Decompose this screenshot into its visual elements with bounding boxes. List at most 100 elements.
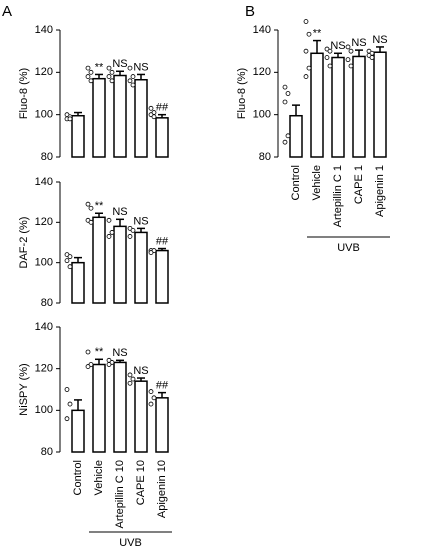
data-point [67,254,73,260]
significance-label: ** [95,200,104,212]
data-point [148,389,154,394]
data-point [327,63,333,69]
x-tick-label: Control [290,165,302,200]
data-point [282,84,288,90]
significance-label: NS [112,206,127,218]
bar [155,117,169,158]
data-point [127,380,133,386]
significance-label: ** [95,61,104,73]
y-tick-label: 120 [35,66,53,78]
data-point [285,91,291,96]
y-tick-label: 80 [41,151,53,163]
bar [113,361,127,453]
data-point [127,78,133,84]
data-point [106,74,112,79]
x-tick-label: Apigenin 10 [156,460,168,518]
bar [352,55,366,158]
bar [310,52,324,158]
data-point [88,219,94,225]
significance-label: ** [313,27,322,39]
data-point [88,205,94,211]
data-point [85,65,91,71]
significance-label: NS [372,34,387,46]
bar [113,225,127,304]
data-point [327,48,333,54]
data-point [106,234,112,239]
data-point [282,99,288,105]
y-tick-label: 100 [35,257,53,269]
bar [71,261,85,304]
data-point [127,372,133,378]
data-point [85,201,91,207]
y-tick-label: 100 [35,109,53,121]
data-point [303,74,309,79]
data-point [109,78,115,84]
x-tick-label: Control [72,460,84,495]
x-tick-label: Vehicle [93,460,105,495]
data-point [285,133,291,139]
bar [71,409,85,453]
data-point [64,258,70,264]
data-point [127,65,133,71]
y-tick-label: 120 [35,216,53,228]
y-tick-label: 80 [41,297,53,309]
x-tick-label: CAPE 10 [135,460,147,505]
significance-label: ## [156,102,169,114]
data-point [130,74,136,79]
x-tick-label: CAPE 1 [353,165,365,204]
y-axis-label: Fluo-8 (%) [236,68,248,119]
group-label: UVB [119,537,142,549]
data-point [348,63,354,69]
bar [113,74,127,158]
data-point [85,364,91,369]
x-tick-label: Artepillin C 10 [114,460,126,528]
significance-label: NS [133,215,148,227]
data-point [109,230,115,235]
x-tick-label: Vehicle [311,165,323,200]
y-axis-label: NiSPY (%) [18,363,30,415]
bar [155,249,169,304]
significance-label: NS [351,37,366,49]
y-axis-label: Fluo-8 (%) [18,68,30,119]
x-tick-label: Artepillin C 1 [332,165,344,227]
data-point [148,401,154,407]
data-point [88,69,94,75]
data-point [85,349,91,355]
data-point [306,65,312,71]
data-point [148,105,154,111]
data-point [282,139,288,145]
significance-label: NS [112,347,127,359]
data-point [130,82,136,88]
data-point [151,395,157,401]
data-point [88,78,94,84]
y-tick-label: 80 [259,151,271,163]
panel-label: A [2,3,12,20]
bar [92,77,106,158]
data-point [151,114,157,120]
significance-label: NS [112,58,127,70]
bar [134,380,148,453]
data-point [306,31,312,37]
y-tick-label: 120 [35,363,53,375]
data-point [67,116,73,122]
bar [92,216,106,304]
y-tick-label: 140 [35,176,53,188]
data-point [67,401,73,407]
data-point [345,44,351,50]
bar [289,114,303,158]
data-point [106,217,112,223]
bar [134,231,148,304]
bar [134,78,148,158]
data-point [130,227,136,233]
y-tick-label: 100 [253,109,271,121]
y-tick-label: 100 [35,404,53,416]
bar [92,363,106,453]
group-label: UVB [337,242,360,254]
significance-label: NS [133,61,148,73]
data-point [324,55,330,60]
data-point [345,57,351,63]
panel-label: B [245,3,255,20]
y-tick-label: 80 [41,446,53,458]
data-point [106,362,112,367]
